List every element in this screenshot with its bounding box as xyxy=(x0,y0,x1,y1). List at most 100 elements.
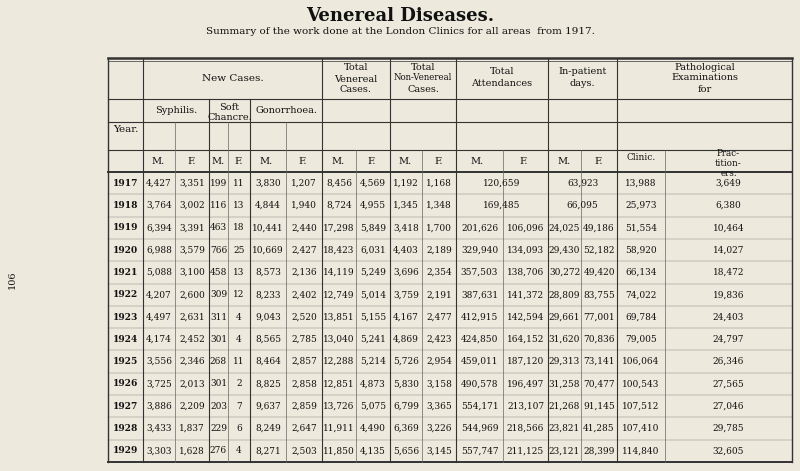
Text: Summary of the work done at the London Clinics for all areas  from 1917.: Summary of the work done at the London C… xyxy=(206,27,594,36)
Text: F.: F. xyxy=(434,156,442,165)
Text: Cases.: Cases. xyxy=(340,86,372,95)
Text: 2,354: 2,354 xyxy=(426,268,452,277)
Text: 51,554: 51,554 xyxy=(625,223,657,232)
Text: 66,095: 66,095 xyxy=(566,201,598,210)
Text: 2,440: 2,440 xyxy=(291,223,317,232)
Text: 8,573: 8,573 xyxy=(255,268,281,277)
Text: 1,348: 1,348 xyxy=(426,201,452,210)
Text: 8,825: 8,825 xyxy=(255,380,281,389)
Text: 5,075: 5,075 xyxy=(360,402,386,411)
Text: 11,850: 11,850 xyxy=(323,447,355,455)
Text: 138,706: 138,706 xyxy=(507,268,544,277)
Text: 21,268: 21,268 xyxy=(549,402,580,411)
Text: 412,915: 412,915 xyxy=(461,312,498,322)
Text: 357,503: 357,503 xyxy=(461,268,498,277)
Text: 557,747: 557,747 xyxy=(461,447,498,455)
Text: 2,857: 2,857 xyxy=(291,357,317,366)
Text: 24,025: 24,025 xyxy=(549,223,580,232)
Text: 69,784: 69,784 xyxy=(625,312,657,322)
Text: 4,869: 4,869 xyxy=(393,335,419,344)
Text: 141,372: 141,372 xyxy=(507,290,544,299)
Text: 24,403: 24,403 xyxy=(713,312,744,322)
Text: 52,182: 52,182 xyxy=(583,245,614,255)
Text: 4,167: 4,167 xyxy=(393,312,419,322)
Text: 29,785: 29,785 xyxy=(713,424,744,433)
Text: 3,556: 3,556 xyxy=(146,357,172,366)
Text: 4: 4 xyxy=(236,447,242,455)
Text: days.: days. xyxy=(570,80,595,89)
Text: Non-Venereal: Non-Venereal xyxy=(394,73,452,82)
Text: 27,565: 27,565 xyxy=(713,380,744,389)
Text: 463: 463 xyxy=(210,223,227,232)
Text: 2,600: 2,600 xyxy=(179,290,205,299)
Text: 49,186: 49,186 xyxy=(583,223,615,232)
Text: 142,594: 142,594 xyxy=(507,312,544,322)
Text: 4: 4 xyxy=(236,335,242,344)
Text: 49,420: 49,420 xyxy=(583,268,614,277)
Text: 100,543: 100,543 xyxy=(622,380,660,389)
Text: F.: F. xyxy=(298,156,307,165)
Text: 107,512: 107,512 xyxy=(622,402,660,411)
Text: M.: M. xyxy=(470,156,484,165)
Text: Total: Total xyxy=(410,63,435,72)
Text: 3,351: 3,351 xyxy=(179,179,205,187)
Text: 31,258: 31,258 xyxy=(549,380,580,389)
Text: 3,433: 3,433 xyxy=(146,424,172,433)
Text: 10,464: 10,464 xyxy=(713,223,744,232)
Text: 4,427: 4,427 xyxy=(146,179,172,187)
Text: 12,749: 12,749 xyxy=(323,290,354,299)
Text: 13: 13 xyxy=(234,201,245,210)
Text: 3,764: 3,764 xyxy=(146,201,172,210)
Text: 134,093: 134,093 xyxy=(507,245,544,255)
Text: 77,001: 77,001 xyxy=(583,312,615,322)
Text: 2,785: 2,785 xyxy=(291,335,317,344)
Text: 79,005: 79,005 xyxy=(625,335,657,344)
Text: Total: Total xyxy=(344,64,368,73)
Text: 2,427: 2,427 xyxy=(291,245,317,255)
Text: 2,191: 2,191 xyxy=(426,290,452,299)
Text: 3,830: 3,830 xyxy=(255,179,281,187)
Text: 4,403: 4,403 xyxy=(393,245,419,255)
Text: 9,043: 9,043 xyxy=(255,312,281,322)
Text: 63,923: 63,923 xyxy=(567,179,598,187)
Text: 28,809: 28,809 xyxy=(549,290,580,299)
Text: 4,490: 4,490 xyxy=(360,424,386,433)
Text: 1927: 1927 xyxy=(113,402,138,411)
Text: Prac-: Prac- xyxy=(717,149,740,159)
Text: F.: F. xyxy=(594,156,602,165)
Text: 74,022: 74,022 xyxy=(626,290,657,299)
Text: In-patient: In-patient xyxy=(558,67,606,76)
Text: New Cases.: New Cases. xyxy=(202,74,263,83)
Text: 1921: 1921 xyxy=(113,268,138,277)
Text: Pathological: Pathological xyxy=(674,63,735,72)
Text: 6,031: 6,031 xyxy=(360,245,386,255)
Text: 4,497: 4,497 xyxy=(146,312,172,322)
Text: 164,152: 164,152 xyxy=(507,335,544,344)
Text: 1922: 1922 xyxy=(113,290,138,299)
Text: F.: F. xyxy=(234,156,243,165)
Text: 66,134: 66,134 xyxy=(626,268,657,277)
Text: 13,988: 13,988 xyxy=(626,179,657,187)
Text: M.: M. xyxy=(151,156,165,165)
Text: 3,579: 3,579 xyxy=(179,245,205,255)
Text: 4,569: 4,569 xyxy=(360,179,386,187)
Text: 218,566: 218,566 xyxy=(507,424,544,433)
Text: 3,418: 3,418 xyxy=(393,223,419,232)
Text: 2,647: 2,647 xyxy=(291,424,317,433)
Text: 29,661: 29,661 xyxy=(549,312,580,322)
Text: 211,125: 211,125 xyxy=(507,447,544,455)
Text: 8,233: 8,233 xyxy=(255,290,281,299)
Text: 114,840: 114,840 xyxy=(622,447,660,455)
Text: 3,226: 3,226 xyxy=(426,424,452,433)
Text: 13: 13 xyxy=(234,268,245,277)
Text: 201,626: 201,626 xyxy=(461,223,498,232)
Text: 229: 229 xyxy=(210,424,227,433)
Text: 2,189: 2,189 xyxy=(426,245,452,255)
Text: 1924: 1924 xyxy=(113,335,138,344)
Text: 2,136: 2,136 xyxy=(291,268,317,277)
Text: 30,272: 30,272 xyxy=(549,268,580,277)
Text: 5,155: 5,155 xyxy=(360,312,386,322)
Text: 107,410: 107,410 xyxy=(622,424,660,433)
Text: 3,002: 3,002 xyxy=(179,201,205,210)
Text: 1,207: 1,207 xyxy=(291,179,317,187)
